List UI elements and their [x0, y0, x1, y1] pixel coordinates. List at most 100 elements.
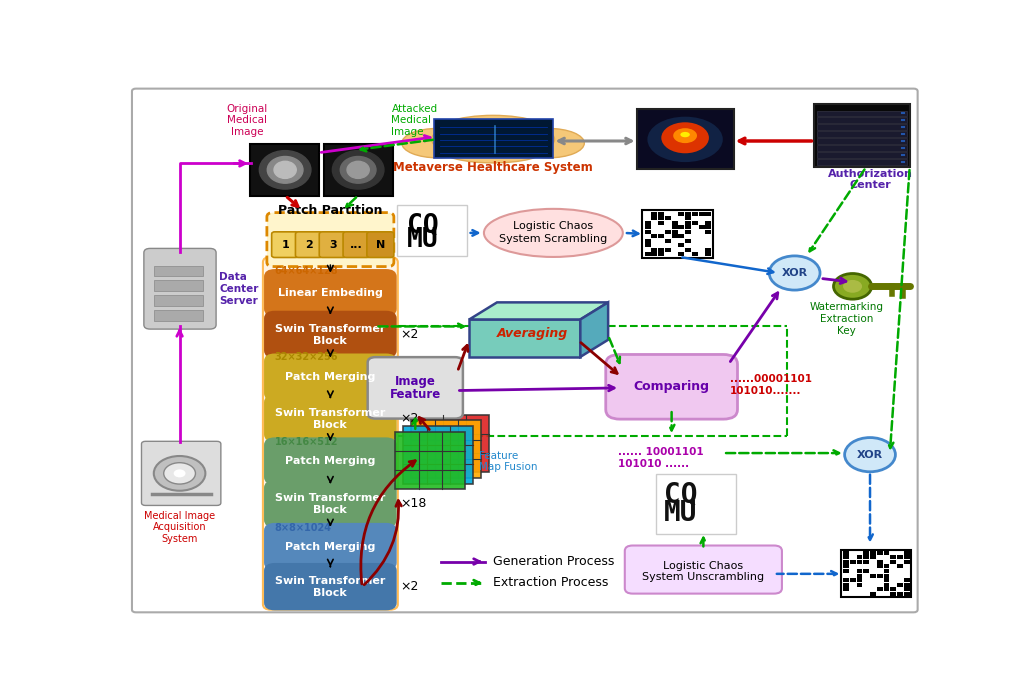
Text: N: N — [376, 239, 385, 250]
Bar — [692, 253, 697, 256]
Text: Block: Block — [313, 420, 347, 430]
Ellipse shape — [430, 115, 557, 158]
Bar — [672, 235, 678, 238]
Text: XOR: XOR — [857, 450, 883, 459]
Polygon shape — [581, 303, 608, 357]
Ellipse shape — [484, 209, 623, 257]
Bar — [870, 592, 876, 595]
Text: Data
Center
Server: Data Center Server — [219, 273, 259, 305]
Bar — [672, 230, 678, 234]
FancyBboxPatch shape — [267, 212, 394, 266]
FancyBboxPatch shape — [265, 396, 395, 441]
FancyBboxPatch shape — [143, 248, 216, 329]
Text: Feature
Map Fusion: Feature Map Fusion — [479, 451, 538, 473]
Bar — [672, 225, 678, 229]
Bar — [155, 310, 204, 321]
Polygon shape — [395, 432, 465, 489]
Ellipse shape — [347, 161, 370, 178]
Bar — [651, 216, 657, 220]
Ellipse shape — [431, 126, 492, 152]
Text: Swin Transformer: Swin Transformer — [275, 576, 386, 586]
Text: Logistic Chaos: Logistic Chaos — [664, 561, 743, 571]
Bar — [877, 573, 883, 577]
Bar — [658, 212, 665, 216]
Text: Image: Image — [395, 375, 436, 388]
Bar — [843, 555, 849, 559]
Bar — [817, 159, 907, 164]
FancyBboxPatch shape — [814, 104, 910, 167]
Text: Extraction Process: Extraction Process — [494, 577, 608, 589]
Text: 2: 2 — [305, 239, 312, 250]
Bar — [698, 212, 705, 216]
Bar — [843, 578, 849, 582]
Bar — [890, 560, 896, 564]
FancyBboxPatch shape — [141, 441, 221, 505]
Bar — [645, 244, 650, 247]
Bar — [856, 583, 862, 586]
Bar — [817, 138, 907, 144]
FancyBboxPatch shape — [368, 357, 463, 418]
Ellipse shape — [154, 456, 206, 491]
Circle shape — [769, 256, 820, 290]
Ellipse shape — [401, 128, 473, 158]
Text: MU: MU — [407, 228, 438, 253]
FancyBboxPatch shape — [263, 257, 397, 609]
Bar — [904, 560, 909, 564]
Bar — [665, 248, 671, 252]
Text: Linear Embeding: Linear Embeding — [278, 288, 383, 298]
Text: Watermarking
Extraction
Key: Watermarking Extraction Key — [809, 303, 884, 336]
Bar — [645, 225, 650, 229]
Bar — [706, 248, 712, 252]
Text: Block: Block — [313, 336, 347, 346]
Bar — [843, 583, 849, 586]
FancyBboxPatch shape — [397, 205, 467, 256]
Bar — [904, 592, 909, 595]
FancyBboxPatch shape — [132, 89, 918, 612]
FancyBboxPatch shape — [319, 232, 346, 257]
Bar — [651, 212, 657, 216]
Bar — [843, 569, 849, 573]
Ellipse shape — [680, 132, 690, 137]
FancyBboxPatch shape — [841, 550, 911, 598]
Bar — [155, 296, 204, 306]
Bar — [897, 564, 903, 568]
Text: Swin Transformer: Swin Transformer — [275, 324, 386, 334]
Bar — [856, 578, 862, 582]
Bar — [817, 110, 907, 116]
Bar — [884, 583, 890, 586]
Bar — [665, 230, 671, 234]
Text: 101010 ......: 101010 ...... — [617, 459, 689, 468]
Bar — [890, 587, 896, 591]
Bar — [651, 253, 657, 256]
Bar — [904, 578, 909, 582]
Bar — [884, 573, 890, 577]
Bar — [706, 221, 712, 225]
Bar — [645, 239, 650, 243]
Text: CQ: CQ — [407, 212, 438, 239]
Text: ......00001101: ......00001101 — [729, 374, 812, 384]
Bar — [692, 212, 697, 216]
Bar — [904, 555, 909, 559]
Ellipse shape — [174, 469, 185, 477]
Bar — [658, 248, 665, 252]
Bar — [863, 560, 869, 564]
Bar — [685, 230, 691, 234]
Bar — [904, 587, 909, 591]
Bar — [817, 124, 907, 130]
Text: Patch Merging: Patch Merging — [285, 541, 376, 552]
Bar — [897, 555, 903, 559]
Bar — [698, 225, 705, 229]
Bar — [817, 117, 907, 123]
Text: ×2: ×2 — [400, 580, 419, 593]
FancyBboxPatch shape — [271, 232, 299, 257]
Bar — [155, 266, 204, 276]
FancyBboxPatch shape — [265, 312, 395, 357]
Bar — [904, 551, 909, 555]
Bar — [884, 578, 890, 582]
Bar — [706, 230, 712, 234]
Bar — [155, 280, 204, 291]
Bar — [645, 230, 650, 234]
Text: Patch Partition: Patch Partition — [279, 204, 383, 217]
Bar — [870, 555, 876, 559]
Text: Block: Block — [313, 505, 347, 515]
